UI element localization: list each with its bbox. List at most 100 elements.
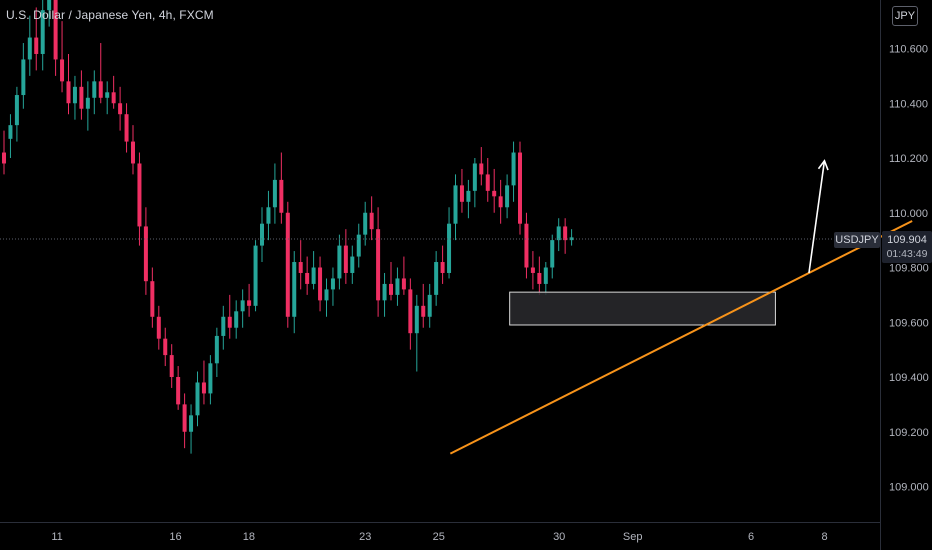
candle[interactable] [363, 201, 368, 246]
candle[interactable] [92, 70, 97, 115]
candle[interactable] [169, 344, 174, 388]
candle[interactable] [137, 152, 142, 246]
candle[interactable] [105, 81, 110, 115]
candle[interactable] [266, 190, 271, 241]
candle[interactable] [292, 251, 297, 334]
candle[interactable] [253, 240, 258, 312]
support-zone[interactable] [509, 291, 776, 326]
candle[interactable] [408, 278, 413, 350]
candle[interactable] [72, 75, 77, 120]
candle[interactable] [150, 267, 155, 328]
candle[interactable] [14, 86, 19, 142]
candle[interactable] [318, 256, 323, 312]
candle-body [150, 281, 155, 317]
candle[interactable] [247, 283, 252, 317]
candle[interactable] [27, 15, 32, 76]
candle[interactable] [118, 86, 123, 131]
candle[interactable] [234, 300, 239, 339]
candle[interactable] [124, 103, 129, 153]
candle[interactable] [305, 256, 310, 295]
candle[interactable] [85, 81, 90, 131]
candle[interactable] [401, 256, 406, 295]
candle[interactable] [395, 267, 400, 306]
candle[interactable] [189, 404, 194, 454]
candle[interactable] [21, 43, 26, 109]
candle[interactable] [343, 229, 348, 284]
candle[interactable] [427, 283, 432, 328]
candle[interactable] [459, 168, 464, 213]
ascending-trendline[interactable] [449, 220, 913, 455]
candle[interactable] [466, 179, 471, 219]
candle[interactable] [330, 267, 335, 306]
candle[interactable] [47, 0, 52, 27]
candle[interactable] [447, 207, 452, 279]
candle[interactable] [143, 207, 148, 295]
candle[interactable] [485, 158, 490, 202]
candle[interactable] [311, 251, 316, 290]
candle[interactable] [214, 327, 219, 377]
candle[interactable] [260, 207, 264, 263]
candle[interactable] [298, 240, 303, 290]
candle[interactable] [505, 174, 510, 219]
candle[interactable] [182, 393, 187, 449]
candle[interactable] [389, 262, 393, 301]
candle[interactable] [324, 278, 329, 317]
candle[interactable] [131, 125, 135, 175]
candle[interactable] [2, 130, 6, 175]
candle[interactable] [479, 147, 484, 186]
candle[interactable] [208, 355, 213, 405]
candle[interactable] [98, 43, 103, 104]
candle[interactable] [279, 152, 284, 224]
candle[interactable] [8, 114, 13, 158]
currency-button[interactable]: JPY [892, 6, 918, 26]
candle[interactable] [530, 251, 535, 290]
candle[interactable] [40, 0, 45, 71]
candle[interactable] [376, 207, 381, 317]
price-axis[interactable]: 110.600 110.400 110.200 110.000 109.800 109.6… [889, 44, 929, 494]
candle[interactable] [421, 283, 426, 328]
bullish-arrow[interactable] [808, 159, 829, 274]
candle[interactable] [563, 218, 568, 254]
candle[interactable] [60, 21, 65, 93]
candle[interactable] [550, 234, 555, 279]
candle[interactable] [66, 53, 71, 115]
candle[interactable] [382, 272, 387, 317]
candle[interactable] [511, 141, 516, 202]
candle[interactable] [176, 366, 181, 410]
candle[interactable] [472, 158, 477, 208]
candle[interactable] [369, 196, 374, 241]
candle[interactable] [53, 0, 58, 76]
candle[interactable] [111, 75, 116, 109]
candle[interactable] [337, 234, 342, 290]
candle[interactable] [414, 294, 419, 372]
candle[interactable] [556, 218, 561, 252]
candle[interactable] [434, 251, 439, 306]
candle[interactable] [543, 262, 548, 295]
candle[interactable] [518, 141, 522, 235]
candle[interactable] [453, 174, 458, 241]
time-axis[interactable]: 11 16 18 23 25 30 Sep 6 8 [51, 531, 827, 543]
candle[interactable] [163, 327, 168, 367]
candle-body [285, 212, 290, 317]
candle[interactable] [524, 212, 529, 279]
candle-body [408, 289, 413, 334]
candle[interactable] [272, 163, 277, 224]
candle[interactable] [440, 245, 445, 284]
candle[interactable] [195, 371, 200, 427]
candle[interactable] [350, 245, 355, 284]
candle[interactable] [240, 289, 245, 328]
candle[interactable] [537, 256, 542, 295]
candle[interactable] [569, 229, 574, 246]
candle[interactable] [227, 294, 232, 339]
candle[interactable] [492, 168, 497, 213]
candle[interactable] [34, 7, 39, 71]
candle[interactable] [221, 305, 226, 350]
candle[interactable] [285, 201, 290, 328]
candle[interactable] [498, 179, 503, 224]
candle[interactable] [79, 70, 84, 120]
candle[interactable] [156, 305, 161, 350]
candle[interactable] [201, 360, 206, 405]
candle[interactable] [356, 223, 361, 268]
candle-body [53, 0, 58, 60]
